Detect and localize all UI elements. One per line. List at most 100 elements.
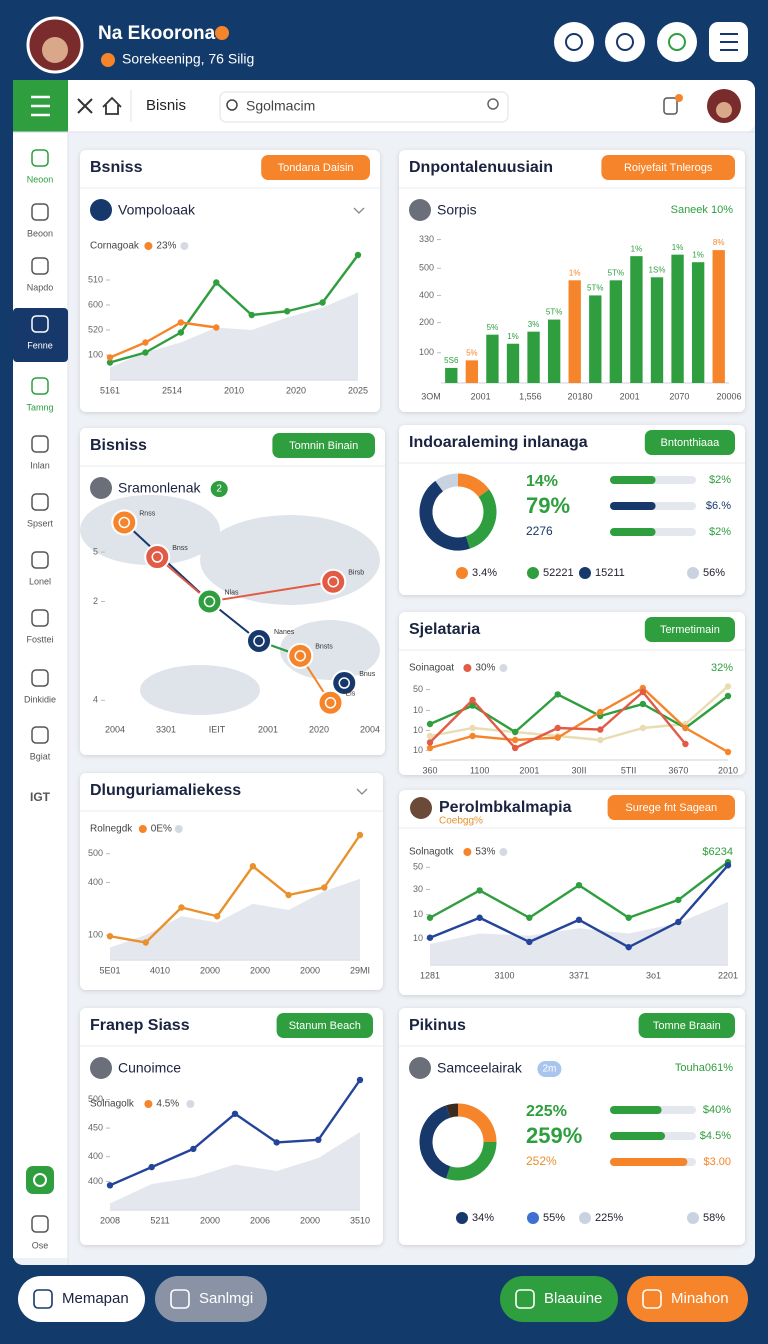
line — [429, 693, 729, 734]
sidebar-label[interactable]: IGT — [30, 790, 51, 804]
close-icon[interactable] — [77, 98, 93, 114]
sidebar-action-button[interactable] — [26, 1166, 54, 1194]
card-button-label[interactable]: Tomne Braain — [653, 1020, 721, 1032]
home-icon[interactable] — [102, 96, 122, 115]
progress-fill — [610, 1132, 666, 1140]
dropdown-chevron[interactable] — [353, 207, 365, 214]
bottom-button[interactable] — [627, 1276, 748, 1322]
header-icon-button[interactable] — [605, 22, 645, 62]
stat: 79% — [526, 493, 570, 518]
sidebar-label[interactable]: Fenne — [27, 340, 53, 350]
sidebar-label[interactable]: Inlan — [30, 460, 50, 470]
card-button[interactable] — [261, 155, 370, 180]
y-tick-label: 400 — [88, 877, 103, 887]
y-tick-label: 30 — [413, 884, 423, 894]
sidebar-label[interactable]: Ose — [32, 1240, 49, 1250]
sidebar-icon — [31, 315, 49, 333]
point — [526, 914, 533, 921]
x-tick-label: 5211 — [150, 1215, 169, 1225]
card-button-label[interactable]: Roiyefait Tnlerogs — [624, 162, 713, 174]
x-tick-label: 29MI — [350, 965, 370, 975]
x-tick-label: 2025 — [348, 385, 368, 395]
point — [213, 324, 220, 331]
dropdown-chevron[interactable] — [356, 788, 368, 795]
legend-dot — [687, 567, 699, 579]
sidebar-icon — [31, 377, 49, 395]
sidebar-label[interactable]: Spsert — [27, 518, 54, 528]
card-button-label[interactable]: Surege fnt Sagean — [625, 802, 717, 814]
card-title: Pikinus — [409, 1017, 466, 1034]
bottom-button-label[interactable]: Minahon — [671, 1290, 729, 1307]
bar — [650, 277, 664, 383]
map-node[interactable] — [317, 689, 344, 716]
x-tick-label: IEIT — [209, 724, 226, 734]
sidebar-label[interactable]: Tamng — [26, 402, 53, 412]
header-icon-button[interactable] — [554, 22, 594, 62]
sidebar-label[interactable]: Fosttei — [26, 634, 53, 644]
notification-icon[interactable] — [663, 97, 678, 115]
point — [476, 887, 483, 894]
sidebar-label[interactable]: Lonel — [29, 576, 51, 586]
bottom-button[interactable] — [500, 1276, 618, 1322]
point — [469, 702, 476, 709]
y-tick-label: 400 — [88, 1151, 103, 1161]
point — [177, 329, 185, 336]
card-title: Dlunguriamaliekess — [90, 782, 241, 799]
card-button[interactable] — [644, 430, 735, 455]
legend-dot — [463, 664, 472, 672]
sidebar-label[interactable]: Bgiat — [30, 751, 51, 761]
sidebar-label[interactable]: Neoon — [27, 174, 54, 184]
card-button-label[interactable]: Termetimain — [660, 624, 720, 636]
bottom-button[interactable] — [18, 1276, 145, 1322]
x-tick-label: 3371 — [569, 970, 589, 980]
card-button-label[interactable]: Stanum Beach — [289, 1020, 361, 1032]
card-button[interactable] — [644, 617, 735, 642]
subtitle-avatar — [90, 477, 112, 499]
card-button[interactable] — [272, 433, 375, 458]
sidebar-label[interactable]: Beoon — [27, 228, 53, 238]
point — [724, 683, 732, 690]
card-button-label[interactable]: Tomnin Binain — [289, 440, 358, 452]
legend-label: 34% — [472, 1212, 494, 1224]
bottom-button-label[interactable]: Sanlmgi — [199, 1290, 253, 1307]
sidebar-label[interactable]: Napdo — [27, 282, 54, 292]
x-tick-label: 5E01 — [99, 965, 120, 975]
point — [354, 251, 362, 259]
y-tick-label: 500 — [88, 848, 103, 858]
bar-label: 5% — [487, 323, 499, 332]
map-node[interactable] — [331, 670, 358, 697]
x-tick-label: 2020 — [286, 385, 306, 395]
card-button[interactable] — [276, 1013, 373, 1038]
map-node[interactable] — [246, 628, 272, 655]
subtitle-badge-label: 2m — [542, 1064, 556, 1075]
status-badge — [215, 26, 229, 40]
map-node[interactable] — [111, 509, 138, 536]
card-title: Perolmbkalmapia — [439, 799, 572, 816]
point — [469, 732, 476, 740]
bottom-button-label[interactable]: Blaauine — [544, 1290, 602, 1307]
stat: 2276 — [526, 524, 553, 538]
user-name: Na Ekoorona — [98, 23, 216, 44]
bottom-button[interactable] — [155, 1276, 267, 1322]
x-tick-label: 3670 — [668, 765, 688, 775]
header-icon-button[interactable] — [657, 22, 697, 62]
map-node[interactable] — [287, 642, 314, 669]
map-node[interactable] — [320, 568, 347, 595]
map-node[interactable] — [144, 544, 171, 571]
card-button-label[interactable]: Bntonthiaaa — [661, 437, 721, 449]
point — [190, 1145, 197, 1153]
card-button[interactable] — [638, 1013, 735, 1038]
map-node[interactable] — [196, 588, 223, 615]
legend-value: 0E% — [151, 824, 172, 835]
tab-label[interactable]: Bisnis — [146, 97, 186, 114]
sidebar-label[interactable]: Dinkidie — [24, 694, 56, 704]
bottom-button-label[interactable]: Memapan — [62, 1290, 129, 1307]
point — [675, 896, 682, 904]
bar — [445, 367, 458, 383]
legend-label: Soinagoat — [409, 663, 454, 674]
x-tick-label: 2201 — [718, 970, 738, 980]
search-box[interactable] — [219, 91, 509, 123]
card-button[interactable] — [601, 155, 735, 180]
card-button-label[interactable]: Tondana Daisin — [278, 162, 354, 174]
card-button[interactable] — [607, 795, 735, 820]
